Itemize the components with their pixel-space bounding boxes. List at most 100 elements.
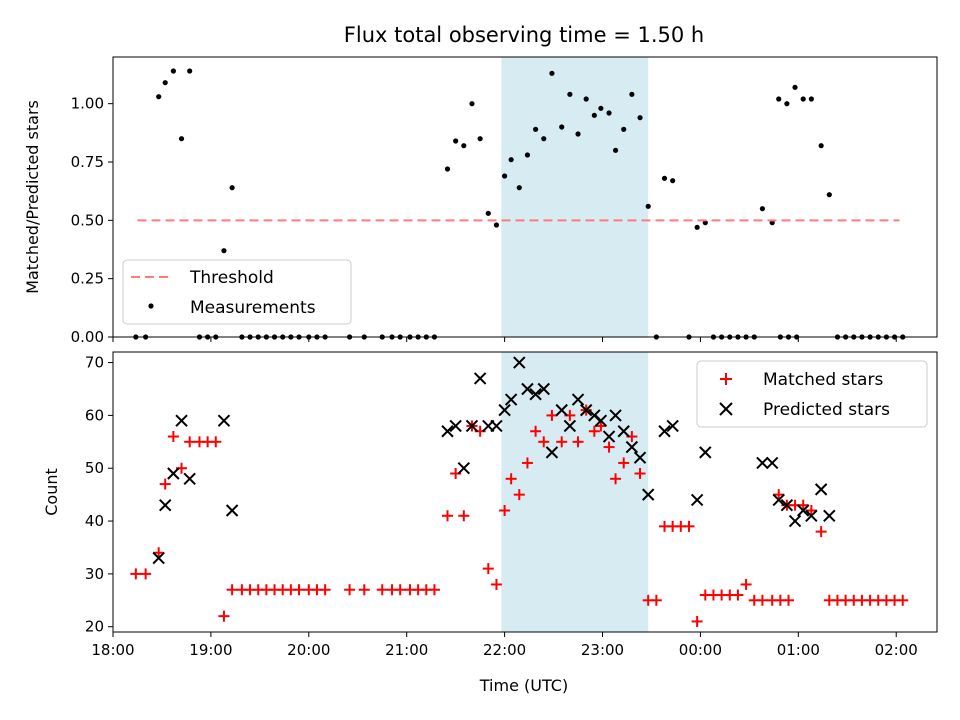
- measurement-point: [629, 91, 635, 97]
- measurement-point: [637, 115, 643, 121]
- predicted-star-point: [788, 514, 802, 528]
- matched-star-point: [588, 425, 600, 437]
- matched-star-point: [184, 436, 196, 448]
- measurement-point: [477, 136, 483, 142]
- measurement-point: [444, 166, 451, 172]
- bottom-axes-frame: [112, 351, 938, 633]
- predicted-star-point: [521, 382, 534, 396]
- predicted-star-point: [537, 382, 550, 396]
- measurement-point: [694, 224, 700, 230]
- measurement-point: [156, 94, 162, 100]
- legend-predicted-label: Predicted stars: [763, 400, 890, 420]
- bottom-panel: 18:00 19:00 20:00 21:00 22:00 23:00 00:00 01:00…: [42, 351, 938, 695]
- matched-star-point: [130, 568, 142, 580]
- matched-star-point: [513, 489, 525, 501]
- predicted-star-point: [625, 440, 639, 454]
- y-tick-label: 0.75: [71, 153, 104, 171]
- measurement-point: [583, 96, 589, 102]
- matched-star-point: [140, 568, 152, 580]
- predicted-star-point: [699, 446, 712, 459]
- predicted-star-point: [641, 488, 655, 501]
- matched-star-point: [482, 563, 494, 575]
- predicted-star-point: [765, 456, 779, 470]
- legend-matched-label: Matched stars: [763, 370, 883, 390]
- bottom-legend: Matched stars Predicted stars: [696, 360, 928, 428]
- predicted-star-point: [513, 356, 526, 369]
- predicted-star-point: [183, 472, 196, 485]
- top-y-ticks: 0.00 0.25 0.50 0.75 1.00: [71, 95, 113, 346]
- predicted-star-point: [545, 446, 559, 459]
- predicted-star-point: [658, 425, 671, 438]
- bottom-y-ticks: 20 30 40 50 60 70: [85, 354, 113, 636]
- predicted-star-point: [167, 467, 180, 480]
- matched-star-point: [618, 457, 630, 469]
- matched-star-point: [210, 436, 222, 448]
- matched-star-point: [691, 615, 703, 627]
- predicted-star-point: [571, 393, 585, 406]
- x-tick-label: 23:00: [581, 641, 624, 659]
- matched-star-point: [732, 589, 744, 601]
- measurement-point: [162, 80, 168, 86]
- measurement-point: [229, 185, 235, 191]
- legend-measurements-swatch: [148, 303, 154, 309]
- matched-star-point: [797, 499, 809, 511]
- matched-star-point: [358, 584, 370, 596]
- x-tick-label: 20:00: [287, 641, 330, 659]
- matched-star-point: [650, 594, 662, 606]
- predicted-star-point: [217, 414, 231, 427]
- predicted-star-point: [814, 483, 828, 496]
- measurement-point: [485, 210, 491, 216]
- chart-title: Flux total observing time = 1.50 h: [344, 23, 704, 47]
- matched-star-point: [783, 594, 795, 606]
- top-x-ticks: [112, 337, 897, 342]
- matched-star-point: [521, 457, 533, 469]
- measurement-point: [670, 178, 676, 184]
- matched-star-point: [441, 510, 453, 522]
- matched-star-point: [394, 584, 406, 596]
- measurement-point: [808, 96, 814, 102]
- matched-star-point: [153, 547, 165, 559]
- measurement-point: [567, 91, 573, 97]
- x-tick-label: 02:00: [875, 641, 918, 659]
- measurement-point: [784, 101, 790, 107]
- bottom-legend-box: [696, 360, 928, 428]
- x-tick-label: 00:00: [679, 641, 722, 659]
- predicted-star-point: [152, 551, 165, 565]
- predicted-star-point: [175, 414, 188, 427]
- top-axes-frame: [112, 56, 938, 338]
- measurement-point: [461, 143, 467, 149]
- y-tick-label: 0.25: [71, 270, 104, 288]
- matched-star-point: [740, 578, 752, 590]
- measurement-point: [549, 70, 555, 76]
- predicted-star-point: [633, 451, 647, 464]
- matched-star-point: [499, 504, 511, 516]
- predicted-star-point: [465, 419, 479, 433]
- predicted-star-point: [504, 393, 518, 406]
- measurement-point: [702, 220, 708, 226]
- y-tick-label: 50: [85, 459, 104, 477]
- matched-star-point: [815, 526, 827, 538]
- measurement-point: [776, 96, 782, 102]
- predicted-star-point: [617, 425, 630, 438]
- measurement-point: [502, 173, 508, 179]
- matched-star-point: [805, 504, 817, 516]
- predicted-star-point: [563, 419, 577, 433]
- measurement-point: [533, 126, 539, 132]
- matched-star-point: [756, 594, 768, 606]
- measurement-point: [453, 138, 459, 144]
- top-legend: Threshold Measurements: [122, 259, 352, 325]
- predicted-star-point: [490, 419, 503, 433]
- matched-star-point: [897, 594, 909, 606]
- x-axis-label: Time (UTC): [479, 676, 568, 695]
- predicted-star-point: [780, 499, 794, 512]
- measurement-point: [769, 220, 775, 226]
- bottom-observing-span: [501, 352, 649, 632]
- predicted-star-point: [690, 493, 704, 507]
- bottom-y-axis-label: Count: [42, 468, 61, 516]
- predicted-star-point: [796, 504, 810, 517]
- matched-star-point: [428, 584, 440, 596]
- top-observing-span: [501, 57, 649, 337]
- predicted-star-point: [579, 403, 593, 417]
- legend-predicted-swatch: [719, 402, 733, 416]
